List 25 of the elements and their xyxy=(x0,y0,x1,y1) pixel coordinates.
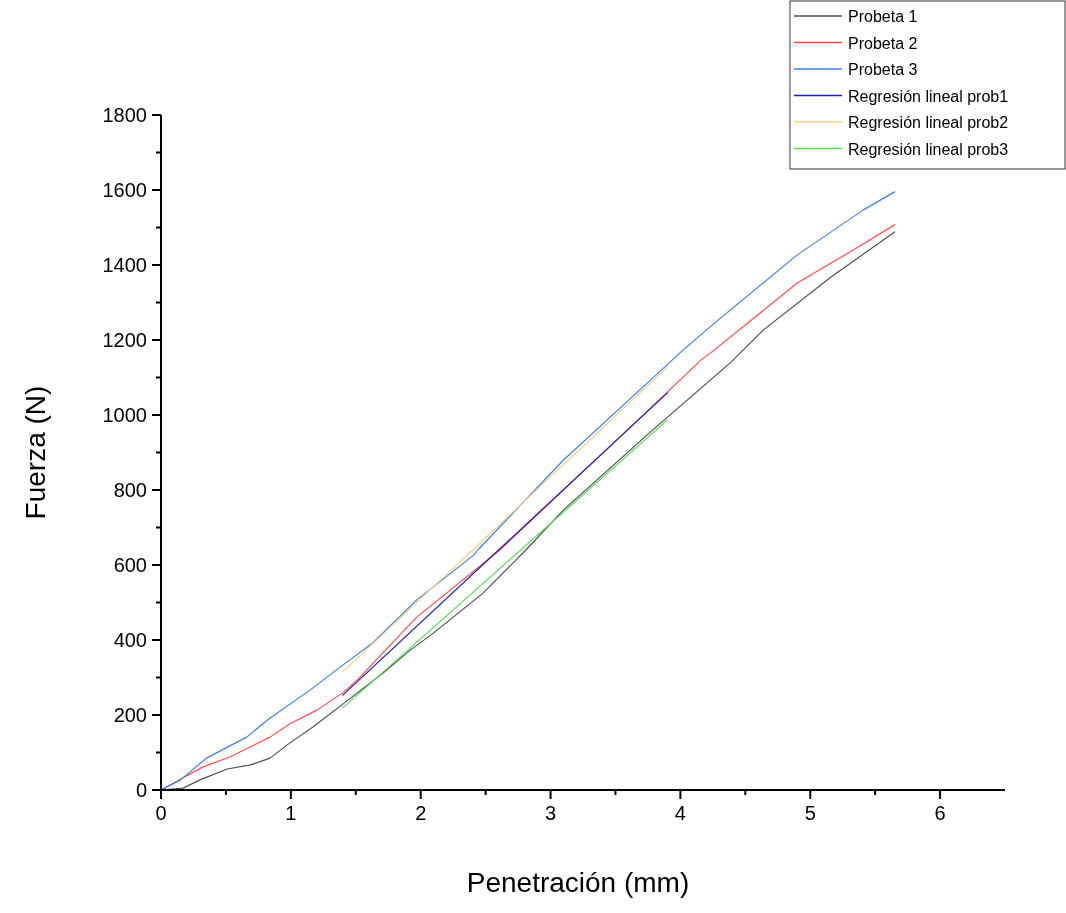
x-tick-label: 2 xyxy=(415,802,427,824)
y-tick-label: 200 xyxy=(113,704,147,726)
legend-label: Regresión lineal prob2 xyxy=(848,114,1009,131)
y-tick-label: 1200 xyxy=(102,329,147,351)
legend-label: Regresión lineal prob1 xyxy=(848,87,1009,105)
legend-label: Regresión lineal prob3 xyxy=(848,140,1009,158)
y-tick-label: 0 xyxy=(135,779,147,801)
x-tick-label: 6 xyxy=(934,802,946,824)
y-axis-title: Fuerza (N) xyxy=(20,385,51,520)
y-tick-label: 1800 xyxy=(102,104,147,126)
x-tick-label: 5 xyxy=(804,802,816,824)
legend-label: Probeta 3 xyxy=(848,61,918,78)
y-tick-label: 1400 xyxy=(102,254,147,276)
x-tick-label: 4 xyxy=(674,802,686,824)
y-tick-label: 600 xyxy=(113,554,147,576)
x-axis-title: Penetración (mm) xyxy=(466,867,690,898)
x-tick-label: 3 xyxy=(544,802,557,824)
legend-label: Probeta 1 xyxy=(848,8,918,25)
y-tick-label: 1000 xyxy=(102,404,147,426)
y-tick-label: 1600 xyxy=(102,179,147,201)
legend-label: Probeta 2 xyxy=(848,34,918,52)
x-tick-label: 1 xyxy=(285,802,297,824)
y-tick-label: 800 xyxy=(113,479,147,501)
y-tick-label: 400 xyxy=(113,629,147,651)
x-tick-label: 0 xyxy=(155,802,167,824)
